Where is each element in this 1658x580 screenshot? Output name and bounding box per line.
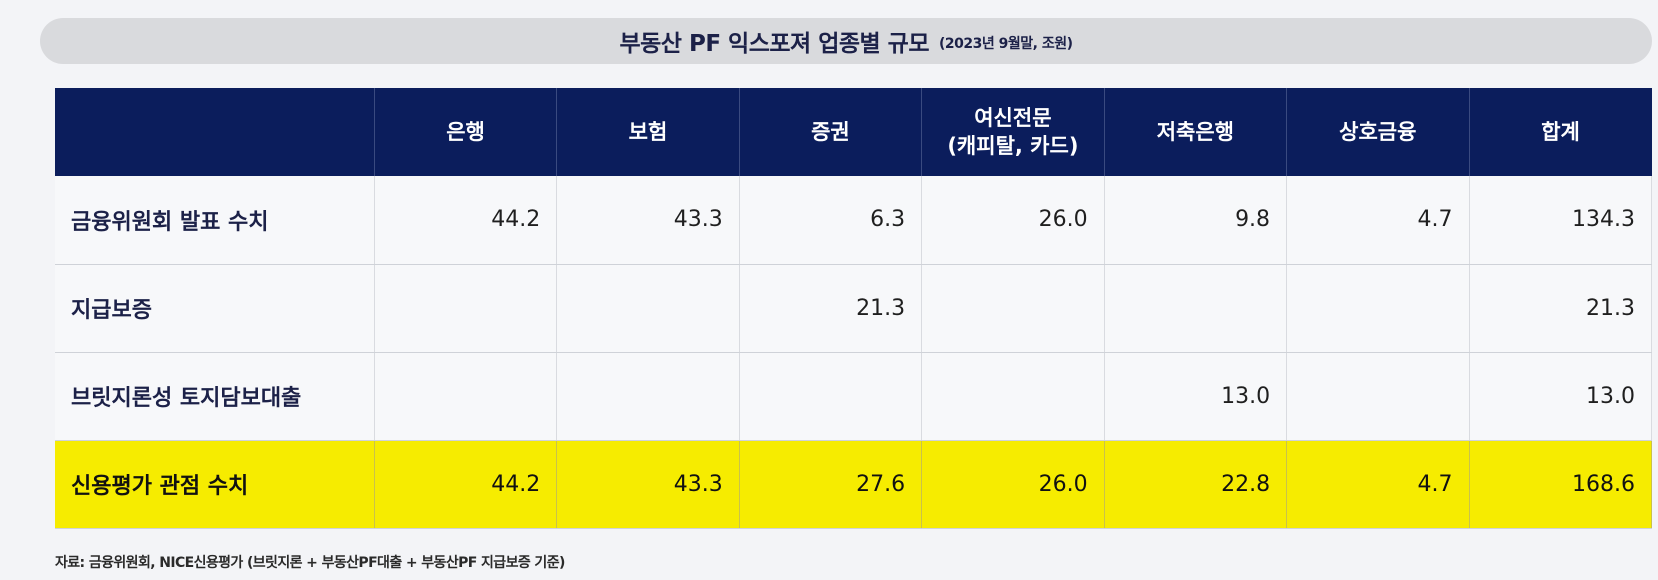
table-header-row: 은행 보험 증권 여신전문 (캐피탈, 카드) 저축은행 상호금융 합계 <box>55 88 1652 176</box>
cell: 26.0 <box>921 176 1105 265</box>
cell: 27.6 <box>739 440 923 529</box>
cell <box>921 352 1105 441</box>
cell: 22.8 <box>1104 440 1288 529</box>
cell: 4.7 <box>1286 176 1470 265</box>
row-label: 브릿지론성 토지담보대출 <box>55 352 375 441</box>
cell <box>374 264 558 353</box>
cell <box>1286 264 1470 353</box>
cell: 43.3 <box>556 176 740 265</box>
header-securities: 증권 <box>739 88 923 176</box>
header-total: 합계 <box>1469 88 1652 176</box>
cell: 4.7 <box>1286 440 1470 529</box>
cell: 6.3 <box>739 176 923 265</box>
cell: 13.0 <box>1469 352 1653 441</box>
cell <box>556 264 740 353</box>
header-empty <box>55 88 375 176</box>
exposure-table: 은행 보험 증권 여신전문 (캐피탈, 카드) 저축은행 상호금융 합계 금융위… <box>55 88 1653 529</box>
page-subtitle: (2023년 9월말, 조원) <box>939 36 1073 52</box>
table-row-highlight: 신용평가 관점 수치 44.2 43.3 27.6 26.0 22.8 4.7 … <box>55 440 1653 529</box>
page-title: 부동산 PF 익스포져 업종별 규모 <box>619 31 930 57</box>
cell <box>374 352 558 441</box>
cell: 13.0 <box>1104 352 1288 441</box>
source-note: 자료: 금융위원회, NICE신용평가 (브릿지론 + 부동산PF대출 + 부동… <box>55 555 565 571</box>
cell <box>739 352 923 441</box>
cell: 43.3 <box>556 440 740 529</box>
cell <box>556 352 740 441</box>
cell: 134.3 <box>1469 176 1653 265</box>
cell: 26.0 <box>921 440 1105 529</box>
cell: 9.8 <box>1104 176 1288 265</box>
cell: 44.2 <box>374 440 558 529</box>
cell <box>921 264 1105 353</box>
header-bank: 은행 <box>374 88 558 176</box>
cell: 44.2 <box>374 176 558 265</box>
header-savings-bank: 저축은행 <box>1104 88 1288 176</box>
cell: 21.3 <box>739 264 923 353</box>
row-label: 지급보증 <box>55 264 375 353</box>
header-insurance: 보험 <box>556 88 740 176</box>
cell: 21.3 <box>1469 264 1653 353</box>
row-label: 신용평가 관점 수치 <box>55 440 375 529</box>
cell <box>1286 352 1470 441</box>
cell: 168.6 <box>1469 440 1653 529</box>
header-credit-finance: 여신전문 (캐피탈, 카드) <box>921 88 1105 176</box>
cell <box>1104 264 1288 353</box>
table-row: 금융위원회 발표 수치 44.2 43.3 6.3 26.0 9.8 4.7 1… <box>55 176 1653 265</box>
header-mutual-finance: 상호금융 <box>1286 88 1470 176</box>
table-row: 브릿지론성 토지담보대출 13.0 13.0 <box>55 352 1653 441</box>
table-row: 지급보증 21.3 21.3 <box>55 264 1653 353</box>
title-bar: 부동산 PF 익스포져 업종별 규모 (2023년 9월말, 조원) <box>40 18 1652 64</box>
row-label: 금융위원회 발표 수치 <box>55 176 375 265</box>
